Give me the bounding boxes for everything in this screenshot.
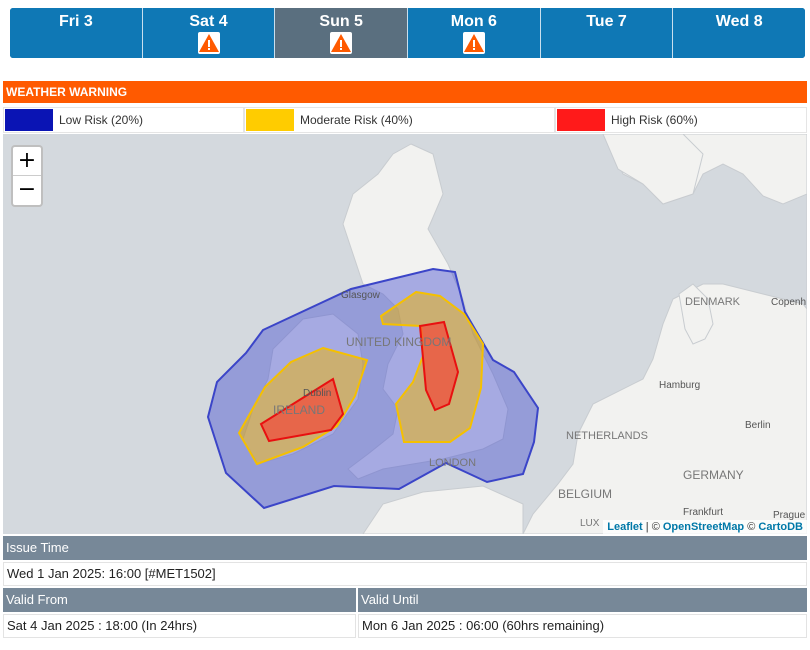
legend-label: High Risk (60%) [611,113,698,127]
day-tab-tue[interactable]: Tue 7 [540,8,674,58]
warning-map[interactable]: Glasgow UNITED KINGDOM Dublin IRELAND LO… [3,134,807,534]
weather-warning-title: WEATHER WARNING [3,81,807,103]
day-label: Mon 6 [450,13,497,30]
norway-land [602,134,704,205]
warning-triangle-icon [330,32,353,54]
day-label: Sun 5 [319,13,363,30]
day-label: Sat 4 [189,13,228,30]
leaflet-link[interactable]: Leaflet [607,521,643,533]
zoom-in-button[interactable]: + [13,147,41,176]
day-label: Tue 7 [586,13,627,30]
cartodb-link[interactable]: CartoDB [758,521,803,533]
low-risk-swatch [5,109,53,131]
map-label-berlin: Berlin [745,420,771,431]
map-label-lux: LUX [580,518,600,529]
day-tab-wed[interactable]: Wed 8 [673,8,805,58]
issue-time-heading: Issue Time [3,536,807,560]
attribution-separator: © [744,521,759,533]
risk-legend: Low Risk (20%) Moderate Risk (40%) High … [3,107,807,133]
france-land [362,485,524,534]
day-tabs: Fri 3 Sat 4 Sun 5 Mon 6 Tue 7 Wed 8 [10,8,805,58]
map-label-uk: UNITED KINGDOM [346,335,451,349]
valid-from-value: Sat 4 Jan 2025 : 18:00 (In 24hrs) [3,614,356,638]
map-label-prague: Prague [773,510,806,521]
map-attribution: Leaflet | © OpenStreetMap © CartoDB [603,520,807,534]
valid-from-heading: Valid From [3,588,356,612]
warning-triangle-icon [197,32,220,54]
map-label-copenhagen: Copenh [771,297,806,308]
openstreetmap-link[interactable]: OpenStreetMap [662,521,745,533]
map-label-glasgow: Glasgow [341,290,381,301]
issue-time-value: Wed 1 Jan 2025: 16:00 [#MET1502] [3,562,807,586]
moderate-risk-swatch [246,109,294,131]
zoom-control: + − [11,145,43,207]
map-label-frankfurt: Frankfurt [683,507,723,518]
map-label-dublin: Dublin [303,388,331,399]
map-label-ireland: IRELAND [273,403,325,417]
legend-low-risk: Low Risk (20%) [3,107,244,133]
map-label-denmark: DENMARK [685,296,741,308]
zoom-out-button[interactable]: − [17,177,37,202]
high-risk-zone-ie [259,377,345,443]
day-label: Wed 8 [715,13,763,30]
map-label-london: LONDON [429,457,476,469]
legend-label: Moderate Risk (40%) [300,113,413,127]
warning-triangle-icon [462,32,485,54]
day-tab-sat[interactable]: Sat 4 [142,8,276,58]
map-label-hamburg: Hamburg [659,380,700,391]
legend-label: Low Risk (20%) [59,113,144,127]
basemap: Glasgow UNITED KINGDOM Dublin IRELAND LO… [3,134,807,534]
map-label-belgium: BELGIUM [558,487,612,501]
valid-until-value: Mon 6 Jan 2025 : 06:00 (60hrs remaining) [358,614,807,638]
day-tab-mon[interactable]: Mon 6 [408,8,541,58]
high-risk-swatch [557,109,605,131]
legend-high-risk: High Risk (60%) [555,107,807,133]
high-risk-zone-gb [418,320,460,412]
map-label-germany: GERMANY [683,468,744,482]
day-label: Fri 3 [58,13,93,30]
day-tab-fri[interactable]: Fri 3 [10,8,143,58]
day-tab-sun[interactable]: Sun 5 [275,8,409,58]
attribution-separator: | © [642,521,663,533]
map-label-netherlands: NETHERLANDS [566,430,648,442]
valid-until-heading: Valid Until [358,588,807,612]
denmark-land [678,283,714,345]
legend-moderate-risk: Moderate Risk (40%) [244,107,555,133]
